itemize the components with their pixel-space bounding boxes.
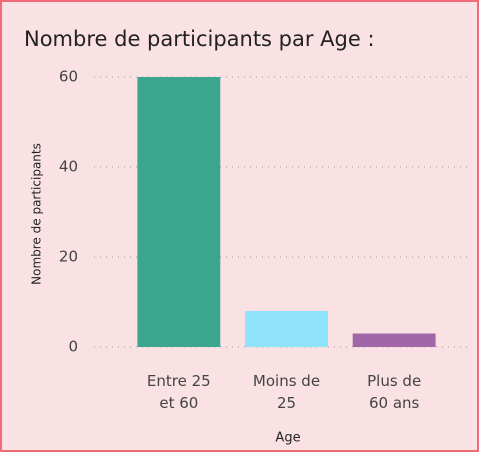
bar bbox=[137, 77, 221, 347]
x-axis-label: Age bbox=[275, 431, 300, 446]
y-axis-label: Nombre de participants bbox=[30, 143, 44, 285]
x-tick-label: Plus de 60 ans bbox=[367, 372, 422, 412]
x-tick-label: Moins de 25 bbox=[252, 372, 321, 412]
y-tick-label: 0 bbox=[68, 338, 78, 356]
y-tick-label: 40 bbox=[59, 158, 78, 176]
x-tick-label: Entre 25 et 60 bbox=[146, 372, 211, 412]
y-tick-label: 20 bbox=[59, 248, 78, 266]
chart-title: Nombre de participants par Age : bbox=[24, 27, 375, 51]
bar bbox=[352, 333, 436, 347]
y-tick-label: 60 bbox=[59, 68, 78, 86]
bar bbox=[245, 311, 328, 347]
